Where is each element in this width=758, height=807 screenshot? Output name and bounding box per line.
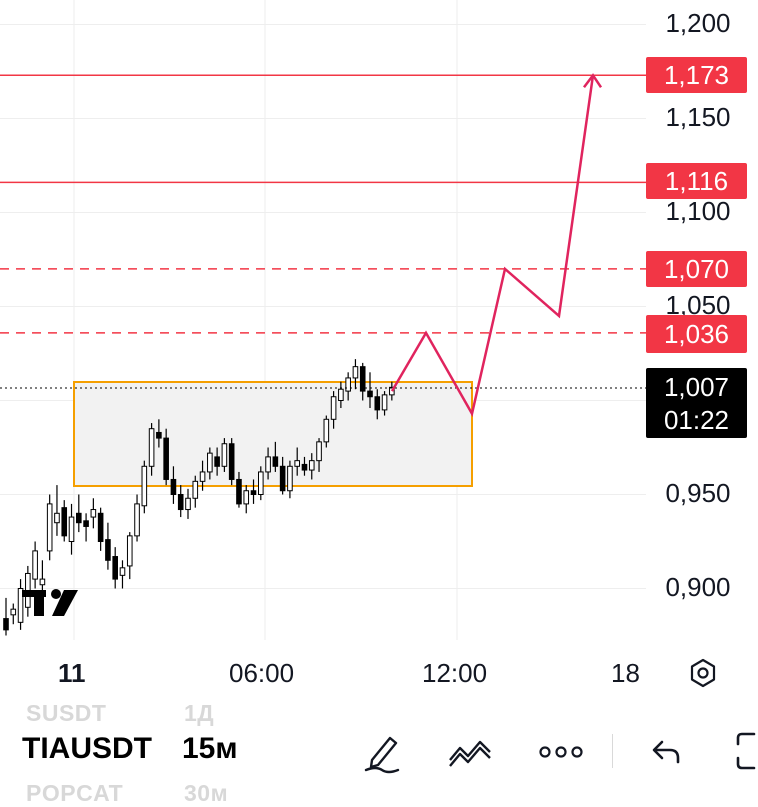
candle-body — [177, 494, 184, 511]
interval-selector[interactable]: 15м — [182, 732, 238, 765]
candle-body — [170, 478, 177, 495]
candle-body — [105, 539, 111, 561]
last-price: 1,007 — [663, 372, 730, 402]
x-tick-label: 11 — [58, 658, 86, 688]
projection-arrowhead — [583, 73, 603, 89]
last-price-tag: 1,007 01:22 — [646, 368, 747, 438]
candle-body — [46, 503, 53, 552]
candle-body — [17, 588, 24, 623]
candle-body — [32, 550, 38, 580]
candle-body — [90, 509, 97, 518]
y-tick-label: 0,900 — [665, 572, 731, 602]
ghost-symbol-top: SUSDT — [26, 700, 107, 726]
symbol-selector[interactable]: TIAUSDT — [22, 732, 152, 765]
candle-body — [250, 490, 257, 495]
candle-body — [207, 452, 213, 473]
candle-body — [294, 460, 300, 467]
projection-path[interactable] — [390, 75, 595, 418]
chart-grid — [0, 0, 646, 640]
toolbar-divider — [612, 734, 613, 768]
y-tick-label: 1,150 — [665, 102, 731, 132]
candle-body — [199, 471, 206, 482]
candle-body — [119, 567, 126, 576]
candle-body — [236, 478, 242, 505]
candle-body — [39, 578, 46, 586]
candle-body — [352, 366, 359, 379]
range-box[interactable] — [73, 381, 473, 487]
ghost-symbol-bottom: POPCAT — [26, 780, 124, 806]
y-tick-label: 1,200 — [665, 8, 731, 38]
candle-body — [316, 441, 322, 462]
candle-body — [279, 465, 286, 492]
candle-body — [134, 503, 140, 537]
candle-body — [83, 520, 89, 527]
candle-body — [258, 471, 264, 496]
candle-body — [54, 512, 60, 524]
candle-body — [97, 512, 104, 542]
candle-body — [192, 480, 199, 499]
bar-countdown: 01:22 — [663, 405, 730, 435]
candle-body — [272, 456, 279, 467]
candle-body — [338, 388, 344, 402]
y-tick-label: 1,100 — [665, 196, 731, 226]
candle-body — [308, 460, 315, 471]
candle-body — [156, 431, 162, 439]
level-tag-1036[interactable]: 1,036 — [646, 315, 747, 353]
level-tag-1173[interactable]: 1,173 — [646, 57, 747, 93]
candle-body — [61, 507, 68, 537]
price-levels — [0, 74, 646, 334]
settings-icon[interactable] — [688, 658, 718, 688]
level-tag-1070[interactable]: 1,070 — [646, 251, 747, 287]
candle-body — [163, 437, 169, 480]
candle-body — [323, 418, 330, 443]
candle-body — [214, 456, 220, 467]
pencil-icon[interactable] — [360, 730, 404, 774]
candle-body — [10, 608, 17, 616]
x-tick-label: 18 — [611, 658, 640, 688]
ghost-interval-bottom: 30м — [184, 780, 229, 806]
fullscreen-icon[interactable] — [736, 732, 758, 770]
candle-body — [265, 456, 271, 473]
candle-body — [141, 465, 148, 507]
candle-body — [3, 618, 9, 631]
candle-body — [367, 390, 373, 398]
candle-body — [68, 516, 75, 542]
candle-body — [374, 396, 381, 411]
candle-body — [301, 463, 308, 471]
drawing-tools-icon[interactable] — [446, 734, 496, 770]
undo-icon[interactable] — [650, 736, 684, 766]
x-tick-label: 06:00 — [229, 658, 295, 688]
more-icon[interactable] — [538, 742, 584, 762]
level-tag-1116[interactable]: 1,116 — [646, 163, 747, 199]
y-tick-label: 0,950 — [665, 478, 731, 508]
candle-body — [330, 396, 337, 420]
candle-body — [287, 465, 293, 492]
candle-body — [228, 443, 235, 480]
candle-body — [381, 394, 388, 411]
candle-body — [76, 512, 82, 524]
candle-body — [148, 428, 155, 467]
ghost-interval-top: 1Д — [184, 700, 215, 726]
candle-body — [243, 490, 250, 505]
candle-body — [359, 366, 366, 392]
candle-body — [185, 497, 191, 511]
candle-body — [112, 556, 119, 580]
price-chart[interactable] — [0, 0, 758, 700]
candle-body — [221, 443, 228, 467]
candle-body — [345, 377, 351, 392]
tradingview-logo — [22, 589, 78, 616]
candle-body — [389, 386, 395, 396]
candle-body — [126, 535, 133, 567]
x-tick-label: 12:00 — [422, 658, 488, 688]
